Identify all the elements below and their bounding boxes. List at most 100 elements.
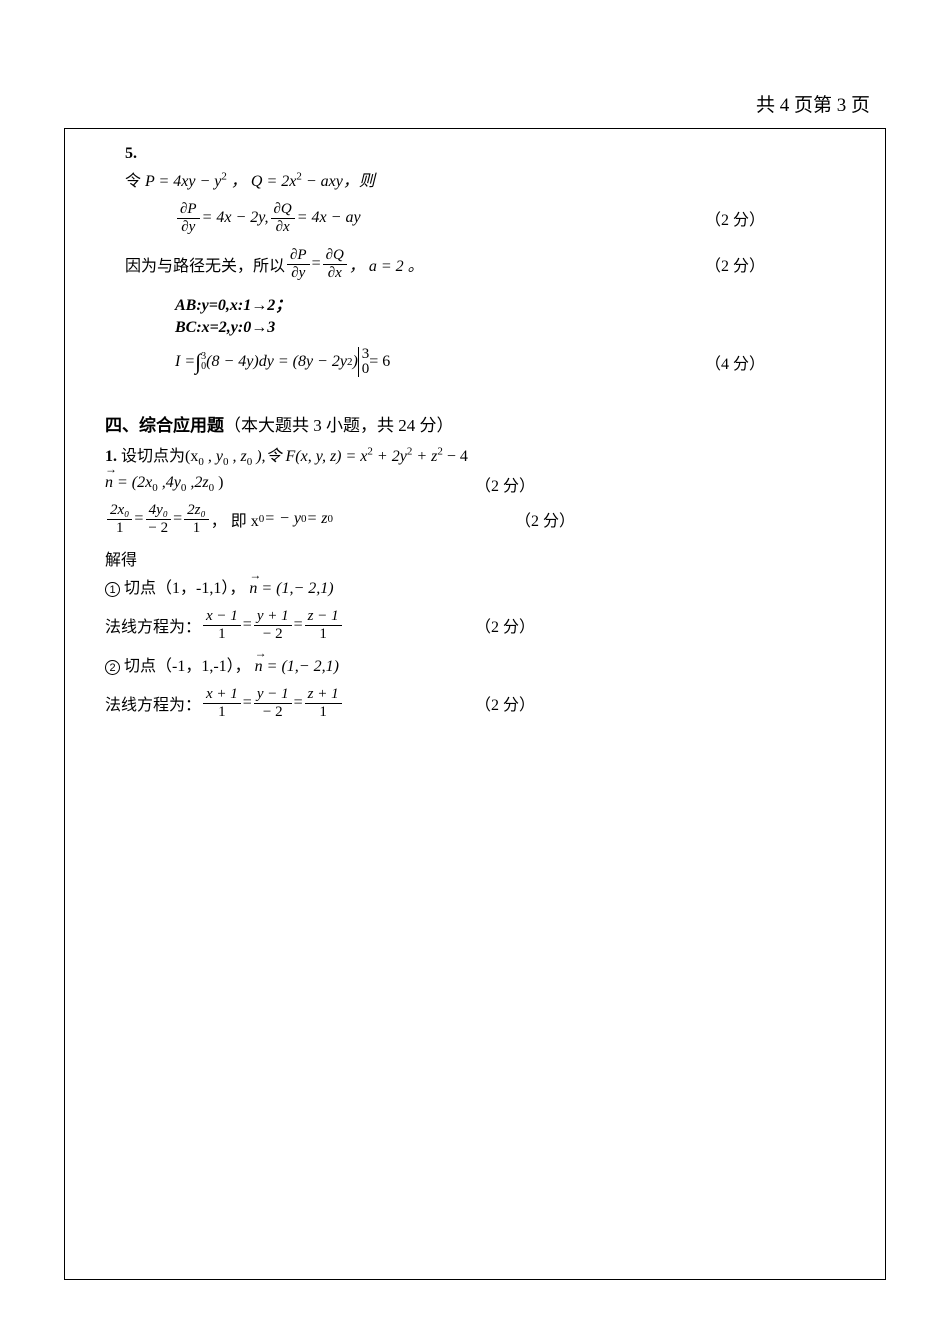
text: 令 <box>125 173 145 190</box>
n-expr: n = (2x0 ,4y0 ,2z0 ) <box>105 474 223 494</box>
normal-line-2: 法线方程为： x + 1 1 = y − 1 − 2 = z + 1 1 （2 … <box>105 680 825 726</box>
n-vec: n <box>255 658 263 676</box>
num: z + 1 <box>305 686 342 704</box>
I-eq: I = <box>175 353 195 371</box>
content-frame: 5. 令 P = 4xy − y2 ， Q = 2x2 − axy，则 ∂P ∂… <box>64 128 886 1280</box>
score: （2 分） <box>705 206 845 230</box>
score: （2 分） <box>705 252 845 276</box>
sub: 0 <box>181 482 187 494</box>
den: 1 <box>215 704 229 721</box>
eq: = (2x <box>117 474 152 491</box>
num: y + 1 <box>254 608 292 626</box>
den: 1 <box>215 626 229 643</box>
den: 1 <box>113 520 127 537</box>
case-2: 2 切点（-1，1,-1）， n = (1,− 2,1) <box>105 652 845 676</box>
c1-text: 切点（1，-1,1）， <box>124 580 245 597</box>
num: ∂Q <box>271 201 295 219</box>
BC-path: BC:x=2,y:0→3 <box>125 319 845 337</box>
path-indep-expr: 因为与路径无关，所以 ∂P ∂y = ∂Q ∂x ， a = 2 。 <box>125 247 424 281</box>
eq: = <box>294 694 303 712</box>
eq: = <box>173 510 182 528</box>
eq: = 4x − ay <box>297 209 361 227</box>
title-bold: 四、综合应用题 <box>105 416 224 435</box>
frac: x + 1 1 <box>203 686 241 720</box>
close: ) <box>218 474 223 491</box>
num: x − 1 <box>203 608 241 626</box>
text: , z <box>232 448 246 465</box>
num: z − 1 <box>305 608 342 626</box>
num: ∂P <box>287 247 310 265</box>
den: ∂x <box>273 219 293 236</box>
math: − axy，则 <box>306 173 375 190</box>
section-4-title: 四、综合应用题（本大题共 3 小题，共 24 分） <box>105 411 845 436</box>
eq: = 4x − 2y, <box>202 209 269 227</box>
frac-dQdx: ∂Q ∂x <box>323 247 347 281</box>
frac-2x0: 2x₀ 1 <box>107 502 132 536</box>
n-val: = (1,− 2,1) <box>261 580 333 597</box>
exp: 2 <box>221 171 227 183</box>
nl2-expr: 法线方程为： x + 1 1 = y − 1 − 2 = z + 1 1 <box>105 686 344 720</box>
page-header: 共 4 页第 3 页 <box>756 90 870 117</box>
result: = 6 <box>369 353 390 371</box>
score: （2 分） <box>515 507 825 531</box>
problem-5-number: 5. <box>125 145 845 163</box>
eq: = <box>312 255 321 273</box>
frac-dPdy: ∂P ∂y <box>287 247 310 281</box>
exp: 2 <box>407 446 413 458</box>
frac: y + 1 − 2 <box>254 608 292 642</box>
math: P = 4xy − y <box>145 173 221 190</box>
solve-label: 解得 <box>105 546 845 570</box>
exp: 2 <box>437 446 443 458</box>
num: 2z₀ <box>184 502 209 520</box>
num: ∂P <box>177 201 200 219</box>
score: （2 分） <box>475 472 825 496</box>
frac-2z0: 2z₀ 1 <box>184 502 209 536</box>
frac-dPdy: ∂P ∂y <box>177 201 200 235</box>
text: + 2y <box>377 448 407 465</box>
text: 设切点为(x <box>121 448 198 465</box>
sub: 0 <box>327 513 333 525</box>
den: 1 <box>316 626 330 643</box>
num: 4y₀ <box>146 502 171 520</box>
text: 因为与路径无关，所以 <box>125 252 285 276</box>
sub: 0 <box>152 482 158 494</box>
sub: 0 <box>198 456 204 468</box>
n-val: = (1,− 2,1) <box>267 658 339 675</box>
math: ， Q = 2x <box>231 173 296 190</box>
problem-5-integral: I = ∫ 3 0 (8 − 4y)dy = (8y − 2y2) 3 0 = … <box>125 341 845 383</box>
a-val: ， a = 2 。 <box>349 252 424 276</box>
integral-expr: I = ∫ 3 0 (8 − 4y)dy = (8y − 2y2) 3 0 = … <box>125 347 390 377</box>
circled-2: 2 <box>105 660 120 675</box>
case-1: 1 切点（1，-1,1）， n = (1,− 2,1) <box>105 574 845 598</box>
mid: ,4y <box>162 474 181 491</box>
exp: 2 <box>367 446 373 458</box>
problem-1-setup: 1. 设切点为(x0 , y0 , z0 ),令 F(x, y, z) = x2… <box>105 442 845 468</box>
AB-path: AB:y=0,x:1→2； <box>125 291 845 315</box>
eq: = <box>243 694 252 712</box>
text: + z <box>416 448 437 465</box>
sub: 0 <box>209 482 215 494</box>
problem-5-path-indep: 因为与路径无关，所以 ∂P ∂y = ∂Q ∂x ， a = 2 。 （2 分） <box>125 241 845 287</box>
sub: 0 <box>247 456 253 468</box>
score: （2 分） <box>475 613 825 637</box>
num: y − 1 <box>254 686 292 704</box>
ratio-expr: 2x₀ 1 = 4y₀ − 2 = 2z₀ 1 ， 即 x0 = − y0 = … <box>105 502 333 536</box>
partials-expr: ∂P ∂y = 4x − 2y, ∂Q ∂x = 4x − ay <box>125 201 361 235</box>
eval-bot: 0 <box>362 362 370 377</box>
den: − 2 <box>260 704 286 721</box>
text: , y <box>208 448 223 465</box>
ratio-equation: 2x₀ 1 = 4y₀ − 2 = 2z₀ 1 ， 即 x0 = − y0 = … <box>105 496 825 542</box>
text: − 4 <box>447 448 468 465</box>
label: 法线方程为： <box>105 613 201 637</box>
den: ∂y <box>178 219 198 236</box>
cond: = z <box>306 510 327 528</box>
mid: ,2z <box>190 474 208 491</box>
eq: = <box>294 616 303 634</box>
label: 法线方程为： <box>105 691 201 715</box>
eval-top: 3 <box>362 347 370 362</box>
circled-1: 1 <box>105 582 120 597</box>
frac-dQdx: ∂Q ∂x <box>271 201 295 235</box>
cond: ， 即 x <box>211 507 259 531</box>
n-vec: n <box>105 474 113 492</box>
den: ∂x <box>325 265 345 282</box>
